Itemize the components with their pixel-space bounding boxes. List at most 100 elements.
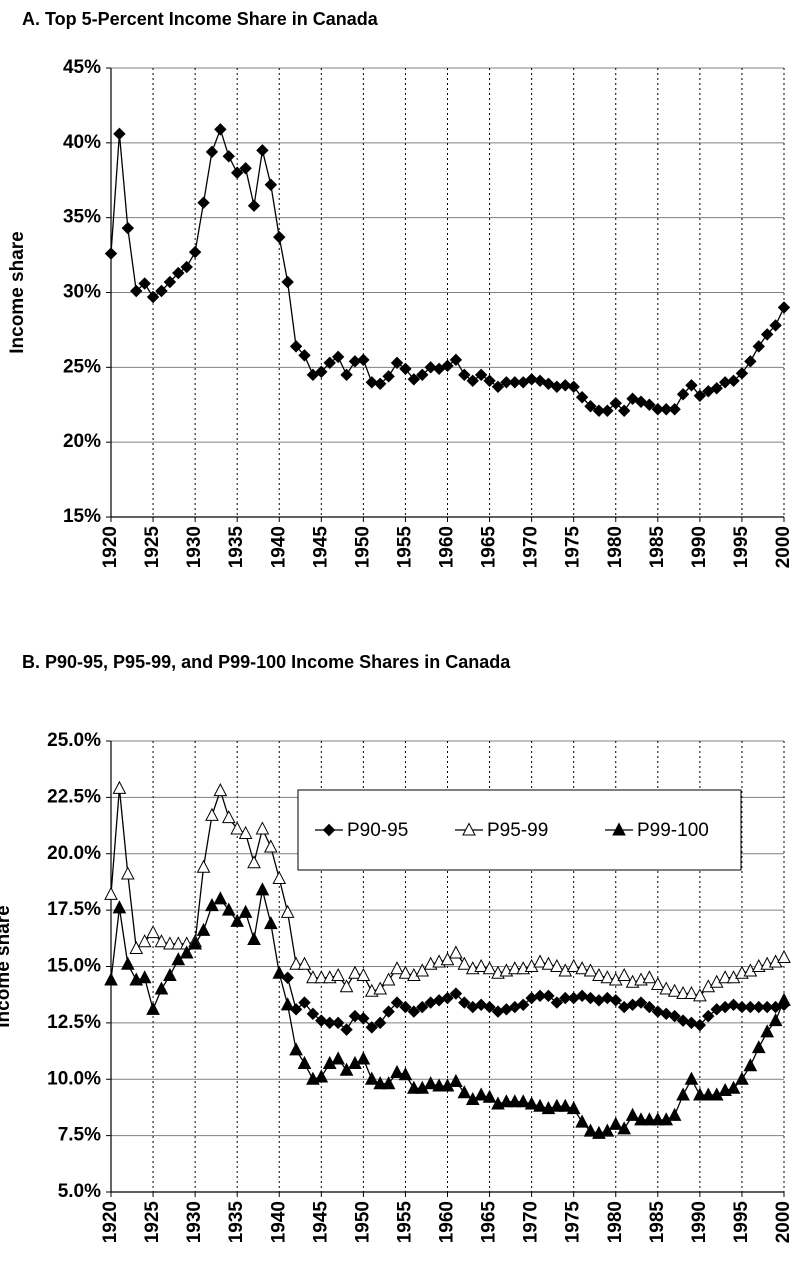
data-point — [625, 1107, 640, 1121]
data-point — [298, 349, 311, 362]
data-point — [179, 945, 194, 959]
data-point — [651, 403, 665, 416]
data-point — [416, 1000, 429, 1014]
data-point — [676, 1087, 690, 1101]
x-tick-label: 1945 — [310, 526, 331, 569]
data-point — [390, 1064, 404, 1078]
data-point — [357, 1012, 370, 1025]
data-point — [458, 996, 471, 1009]
chart-title: A. Top 5-Percent Income Share in Canada — [22, 9, 379, 29]
data-point — [693, 988, 707, 1002]
data-point — [650, 1112, 665, 1126]
data-point — [340, 1023, 353, 1036]
data-point — [214, 123, 227, 136]
data-point — [559, 379, 572, 392]
data-point — [264, 178, 278, 191]
data-point — [449, 945, 463, 959]
data-point — [356, 967, 371, 982]
x-tick-label: 1990 — [689, 1201, 710, 1243]
data-point — [381, 972, 396, 986]
data-point — [507, 961, 522, 975]
data-point — [760, 328, 774, 341]
x-tick-label: 1960 — [437, 526, 458, 568]
data-point — [398, 1067, 413, 1081]
x-tick-label: 1995 — [731, 526, 752, 569]
data-point — [331, 967, 345, 982]
legend-marker — [462, 822, 476, 836]
data-point — [769, 319, 782, 332]
x-tick-label: 1930 — [184, 1201, 205, 1243]
data-point — [634, 996, 648, 1009]
y-tick-label: 20% — [63, 431, 101, 452]
data-point — [735, 367, 749, 380]
data-point — [575, 391, 589, 404]
x-tick-label: 1985 — [647, 526, 668, 569]
data-point — [533, 1098, 547, 1112]
data-point — [491, 380, 505, 393]
x-tick-label: 1955 — [394, 526, 415, 569]
data-point — [499, 1094, 514, 1108]
data-point — [416, 368, 429, 382]
data-point — [130, 284, 143, 298]
y-tick-label: 15.0% — [47, 956, 101, 977]
data-point — [272, 965, 287, 979]
x-tick-label: 1975 — [563, 526, 584, 569]
data-point — [693, 389, 707, 402]
data-point — [760, 1000, 774, 1014]
data-point — [273, 230, 286, 244]
legend-label: P90-95 — [347, 820, 408, 841]
data-point — [373, 1016, 387, 1030]
data-point — [238, 825, 253, 839]
data-point — [482, 961, 497, 975]
data-point — [667, 1107, 682, 1121]
data-point — [365, 376, 378, 389]
data-point — [381, 1076, 396, 1090]
data-point — [373, 981, 388, 995]
data-point — [331, 350, 345, 364]
data-point — [693, 1087, 707, 1101]
data-point — [735, 1000, 749, 1014]
data-point — [566, 958, 581, 972]
data-point — [137, 970, 152, 984]
x-tick-label: 1955 — [394, 1201, 415, 1244]
data-point — [735, 1071, 749, 1085]
data-point — [331, 1016, 345, 1030]
data-point — [238, 904, 253, 918]
data-point — [567, 380, 580, 393]
legend-label: P95-99 — [487, 820, 548, 841]
data-point — [364, 1071, 379, 1085]
data-point — [171, 936, 186, 950]
x-tick-label: 2000 — [773, 1201, 791, 1243]
data-point — [751, 1040, 766, 1054]
data-point — [289, 956, 303, 970]
data-point — [138, 277, 151, 290]
data-point — [575, 1114, 589, 1128]
data-point — [264, 839, 278, 853]
data-point — [592, 404, 606, 417]
data-point — [516, 1094, 531, 1108]
data-point — [600, 970, 615, 984]
y-tick-label: 7.5% — [58, 1125, 101, 1146]
data-point — [466, 374, 479, 388]
chart-title: B. P90-95, P95-99, and P99-100 Income Sh… — [22, 652, 511, 672]
data-point — [306, 970, 320, 984]
data-point — [196, 859, 211, 873]
y-tick-label: 30% — [63, 282, 101, 303]
data-point — [357, 353, 370, 367]
data-point — [172, 266, 185, 280]
data-point — [684, 985, 699, 1000]
data-point — [180, 260, 193, 274]
data-point — [743, 1058, 758, 1072]
data-point — [584, 400, 597, 413]
x-tick-label: 1980 — [605, 1201, 626, 1243]
x-tick-label: 1935 — [226, 1201, 247, 1244]
data-point — [449, 1073, 463, 1088]
data-point — [112, 900, 127, 914]
data-point — [457, 956, 472, 970]
y-tick-label: 25% — [63, 356, 101, 377]
data-point — [154, 981, 169, 995]
data-point — [609, 994, 622, 1007]
data-point — [500, 376, 513, 389]
data-point — [660, 403, 673, 416]
